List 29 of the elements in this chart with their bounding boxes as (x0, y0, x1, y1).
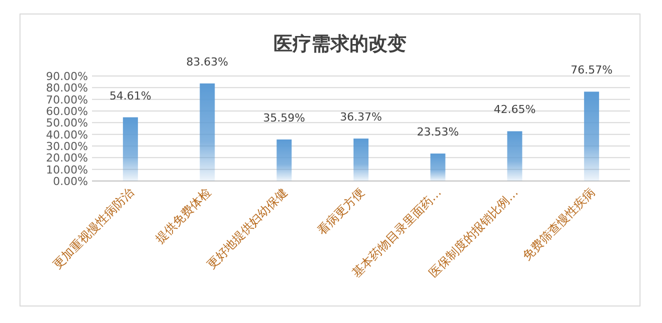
data-label: 76.57% (570, 64, 613, 77)
bar (507, 131, 522, 181)
y-tick-label: 90.00% (46, 70, 88, 83)
data-label: 42.65% (494, 103, 536, 116)
y-tick-label: 50.00% (46, 116, 88, 130)
y-tick-label: 70.00% (46, 93, 88, 106)
y-tick-label: 10.00% (46, 163, 88, 176)
x-tick-label: 免费筛查慢性疾病 (520, 185, 598, 264)
data-label: 35.59% (263, 111, 306, 124)
chart-title: 医疗需求的改变 (274, 33, 406, 55)
bar (276, 139, 292, 181)
x-tick-label: 看病更方便 (314, 185, 368, 238)
bar (354, 138, 368, 181)
y-tick-label: 80.00% (46, 82, 88, 95)
bar (122, 117, 138, 181)
data-label: 54.61% (109, 89, 152, 102)
y-tick-label: 20.00% (46, 152, 88, 165)
data-label: 36.37% (340, 110, 382, 124)
x-tick-label: 更加重视慢性病防治 (50, 185, 137, 272)
y-tick-label: 60.00% (46, 105, 88, 118)
y-tick-label: 30.00% (46, 140, 88, 153)
data-label: 83.63% (186, 55, 228, 68)
bar (200, 83, 215, 181)
x-tick-label: 提供免费体检 (152, 185, 214, 246)
y-tick-label: 0.00% (53, 175, 88, 188)
data-label: 23.53% (416, 126, 459, 139)
bar (430, 154, 446, 181)
bar (584, 92, 600, 181)
y-tick-label: 40.00% (46, 128, 88, 142)
